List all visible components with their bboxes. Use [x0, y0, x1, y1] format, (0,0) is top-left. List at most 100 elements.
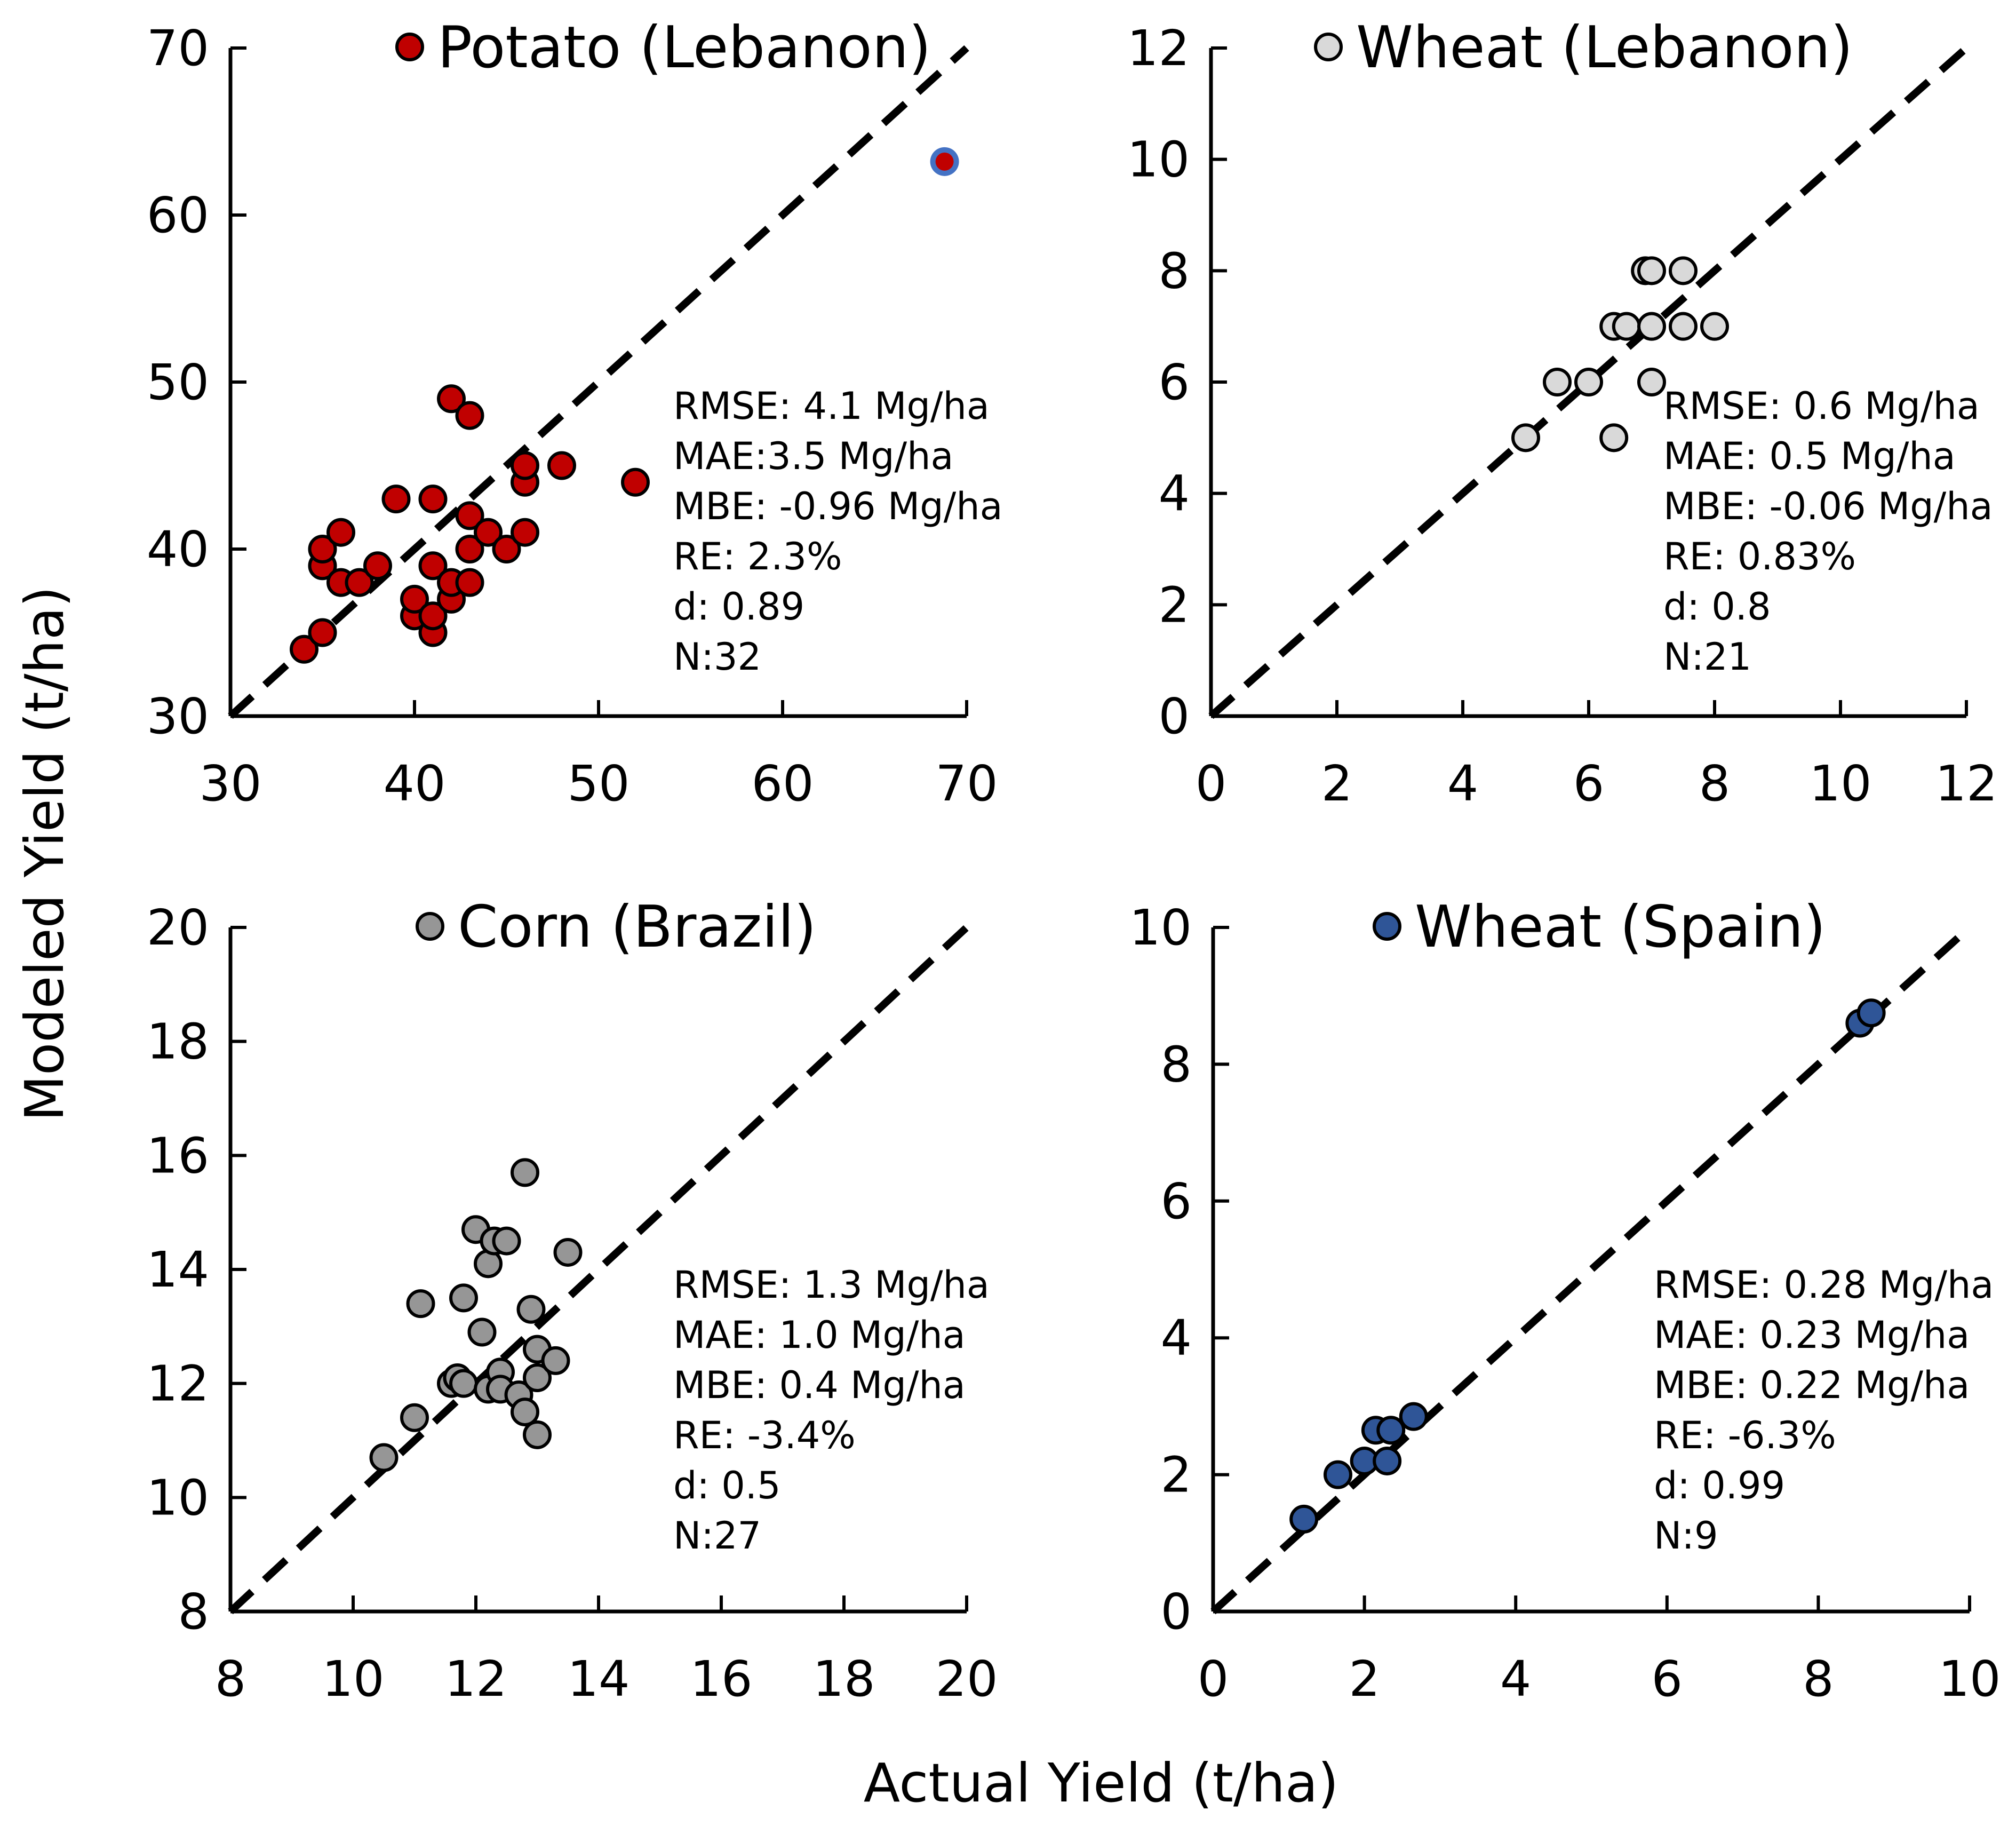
data-point	[621, 467, 650, 497]
x-tick-label: 70	[935, 755, 998, 812]
panel-potato-lebanon: 30 40 50 60 70 30 40 50 60 70 Potato (Lebanon) RMSE…	[147, 14, 1003, 812]
stat-line: MBE: 0.22 Mg/ha	[1654, 1363, 1970, 1407]
x-tick-label: 14	[567, 1650, 629, 1708]
data-point	[1289, 1504, 1319, 1534]
data-point	[935, 152, 954, 171]
stat-line: d: 0.5	[673, 1464, 781, 1507]
y-tick-label: 50	[147, 354, 209, 411]
data-point	[523, 1363, 552, 1392]
y-tick-label: 2	[1160, 1447, 1192, 1504]
x-tick-label: 20	[935, 1650, 998, 1708]
data-point	[418, 551, 448, 581]
stat-line: RE: 2.3%	[673, 535, 842, 578]
data-point	[1574, 368, 1603, 396]
data-point	[511, 1158, 539, 1187]
y-axis-label: Modeled Yield (t/ha)	[13, 586, 76, 1122]
x-tick-label: 12	[1935, 755, 1997, 812]
stat-line: MBE: 0.4 Mg/ha	[673, 1363, 966, 1407]
stat-line: N:21	[1663, 635, 1751, 679]
y-tick-label: 6	[1158, 354, 1190, 411]
x-tick-label: 12	[444, 1650, 507, 1708]
x-tick-label: 4	[1500, 1650, 1532, 1708]
x-tick-label: 10	[1809, 755, 1871, 812]
y-tick-label: 8	[1160, 1036, 1192, 1093]
x-tick-label: 18	[812, 1650, 875, 1708]
data-point	[400, 584, 429, 614]
data-point	[1700, 312, 1729, 341]
data-point	[1543, 368, 1572, 396]
stat-line: MBE: -0.06 Mg/ha	[1663, 485, 1993, 528]
data-point	[363, 551, 392, 581]
x-axis-label: Actual Yield (t/ha)	[864, 1752, 1339, 1814]
stat-line: RMSE: 0.6 Mg/ha	[1663, 384, 1980, 428]
data-point	[1637, 312, 1666, 341]
data-point	[541, 1346, 570, 1375]
stat-line: N:27	[673, 1514, 761, 1558]
data-point	[1669, 256, 1698, 285]
data-point	[326, 518, 355, 547]
y-tick-label: 70	[147, 20, 209, 77]
x-tick-label: 0	[1198, 1650, 1229, 1708]
stat-line: RMSE: 1.3 Mg/ha	[673, 1263, 990, 1307]
panel-wheat-spain: 0 2 4 6 8 10 0 2 4 6 8 10 Wheat (Spain) RMSE: 0.28 Mg…	[1129, 894, 2001, 1708]
one-to-one-line	[1208, 45, 1969, 719]
data-point	[1511, 423, 1540, 452]
y-tick-label: 4	[1158, 465, 1190, 522]
y-tick-label: 30	[147, 688, 209, 745]
y-tick-label: 40	[147, 521, 209, 578]
stat-line: MAE: 0.5 Mg/ha	[1663, 434, 1956, 478]
data-point	[1637, 368, 1666, 396]
data-point	[308, 535, 337, 563]
stat-line: N:32	[673, 635, 761, 679]
data-point	[492, 535, 521, 563]
x-tick-label: 8	[215, 1650, 246, 1708]
legend-marker	[416, 912, 444, 941]
y-tick-label: 18	[147, 1013, 209, 1070]
data-point	[511, 451, 539, 480]
data-point	[1373, 1446, 1402, 1475]
x-tick-label: 50	[567, 755, 629, 812]
legend-label: Potato (Lebanon)	[437, 14, 931, 81]
x-tick-label: 40	[383, 755, 445, 812]
data-point	[511, 1398, 539, 1427]
data-point	[455, 535, 484, 563]
x-tick-label: 30	[199, 755, 261, 812]
data-point	[492, 1226, 521, 1256]
stat-line: MAE: 0.23 Mg/ha	[1654, 1313, 1970, 1357]
x-tick-label: 10	[322, 1650, 384, 1708]
y-tick-label: 10	[147, 1469, 209, 1526]
data-point	[1612, 312, 1641, 341]
y-tick-label: 0	[1158, 688, 1190, 745]
stat-line: RE: 0.83%	[1663, 535, 1856, 578]
x-tick-label: 2	[1349, 1650, 1380, 1708]
x-tick-label: 4	[1447, 755, 1479, 812]
y-tick-label: 6	[1160, 1173, 1192, 1230]
data-point	[523, 1420, 552, 1449]
x-tick-label: 0	[1196, 755, 1227, 812]
panel-corn-brazil: 8 10 12 14 16 18 20 8 10 12 14 16 18 20 Corn (Brazil) R…	[147, 894, 998, 1708]
data-point	[381, 485, 411, 514]
stat-line: d: 0.89	[673, 585, 804, 629]
y-tick-label: 60	[147, 187, 209, 244]
stat-line: N:9	[1654, 1514, 1718, 1558]
data-point	[1399, 1402, 1428, 1431]
data-point	[449, 1369, 478, 1398]
x-tick-label: 60	[751, 755, 814, 812]
data-point	[1856, 998, 1886, 1028]
legend-label: Wheat (Lebanon)	[1356, 14, 1853, 81]
legend-label: Corn (Brazil)	[458, 894, 816, 960]
x-tick-label: 16	[690, 1650, 752, 1708]
data-point	[406, 1289, 435, 1319]
stat-line: RE: -3.4%	[673, 1414, 856, 1457]
data-point	[467, 1317, 497, 1347]
y-tick-label: 12	[1127, 20, 1190, 77]
data-point	[1599, 423, 1629, 452]
stat-line: d: 0.8	[1663, 585, 1771, 629]
y-tick-label: 4	[1160, 1309, 1192, 1367]
x-tick-label: 6	[1573, 755, 1605, 812]
x-tick-label: 8	[1699, 755, 1731, 812]
panel-wheat-lebanon: 0 2 4 6 8 10 12 0 2 4 6 8 10 12 Wheat (Lebanon) RMSE: 0…	[1127, 14, 1998, 812]
data-point	[1669, 312, 1698, 341]
